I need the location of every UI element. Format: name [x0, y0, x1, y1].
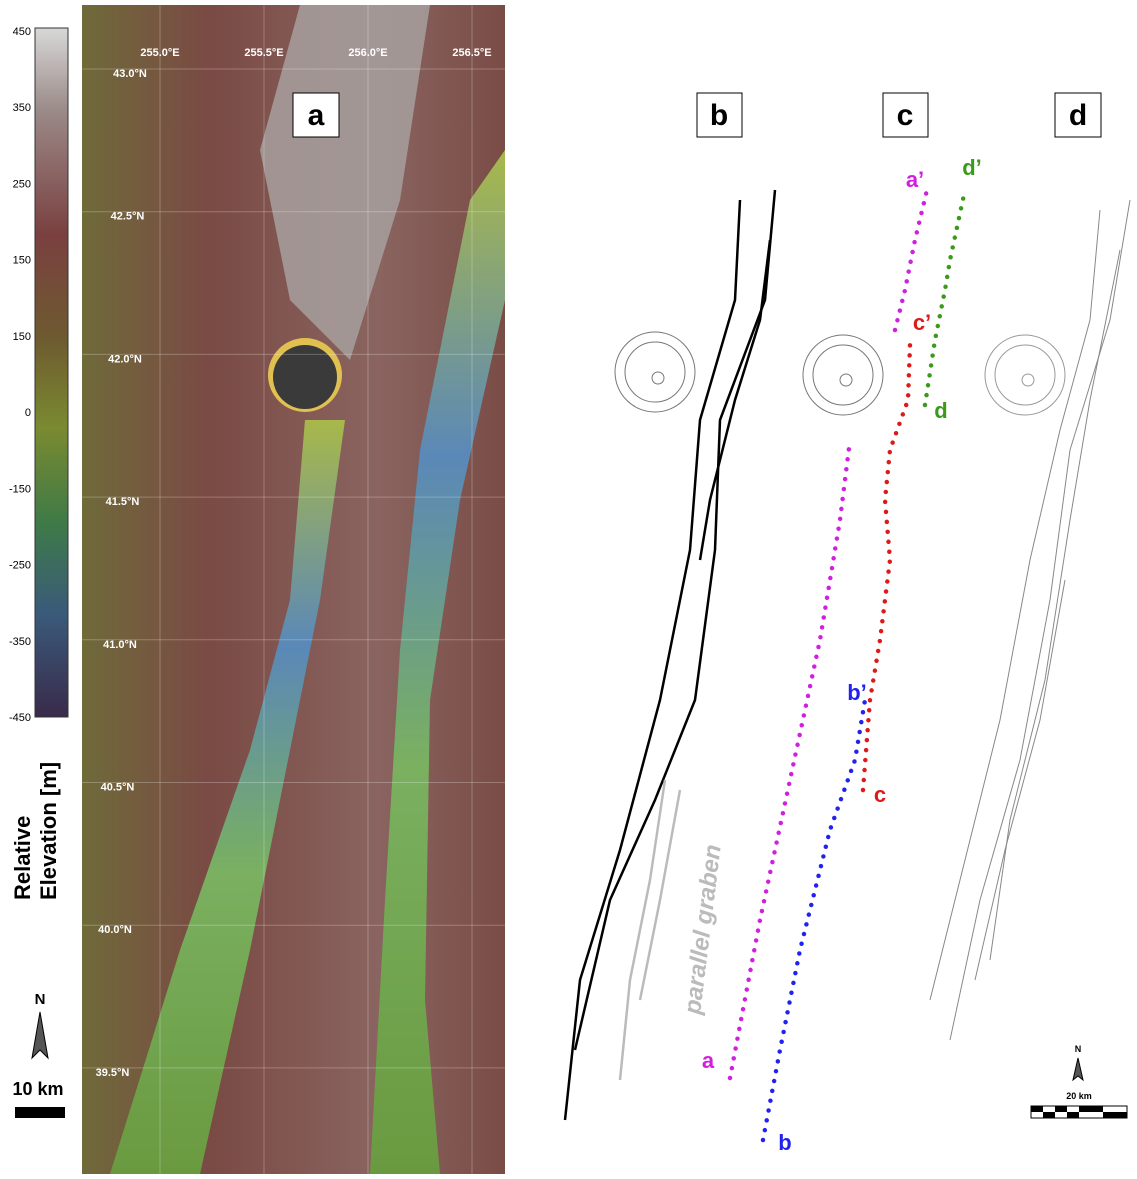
north-label: N — [35, 991, 46, 1008]
colorbar-tick-label: -450 — [9, 712, 31, 724]
dotted-trace — [895, 190, 927, 330]
colorbar-tick-label: -250 — [9, 560, 31, 572]
trace-end-label: b’ — [847, 680, 867, 705]
north-arrow — [32, 1012, 48, 1058]
fault-traces — [565, 190, 775, 1120]
panel-label: a — [308, 99, 325, 132]
colorbar-tick-label: 450 — [13, 26, 31, 38]
dotted-trace — [863, 345, 910, 790]
latitude-label: 41.5°N — [106, 496, 140, 508]
fault-traces — [930, 200, 1130, 1040]
trace-start-label: c — [874, 782, 886, 807]
scale-bar — [15, 1107, 65, 1118]
trace-start-label: d — [934, 398, 947, 423]
trace-end-label: d’ — [962, 155, 982, 180]
colorbar-label-line: Relative — [10, 816, 35, 900]
trace-start-label: a — [702, 1048, 715, 1073]
north-label: N — [1075, 1044, 1082, 1054]
colorbar-tick-label: 250 — [13, 178, 31, 190]
dotted-trace — [763, 700, 865, 1140]
latitude-label: 42.0°N — [108, 353, 142, 365]
panel-label: b — [710, 99, 728, 132]
panel-b: b parallel graben — [565, 93, 775, 1120]
colorbar-tick-label: 0 — [25, 407, 31, 419]
page: 450 350 250 150 150 0 -150 -250 -350 -450 Relativ… — [0, 0, 1137, 1179]
dotted-trace — [925, 190, 965, 405]
latitude-label: 41.0°N — [103, 639, 137, 651]
latitude-label: 40.0°N — [98, 924, 132, 936]
crater-outline — [615, 332, 695, 412]
parallel-traces — [620, 780, 680, 1080]
annotation: parallel graben — [679, 843, 727, 1017]
crater-outline — [803, 335, 883, 415]
scale-label: 10 km — [12, 1079, 63, 1099]
longitude-label: 255.5°E — [244, 47, 283, 59]
panel-d: d N 20 km — [930, 93, 1130, 1118]
colorbar-tick-label: 350 — [13, 102, 31, 114]
colorbar — [35, 28, 68, 717]
panel-c: c a a’ b b’ c c’ d d’ — [702, 93, 982, 1155]
colorbar-tick-label: -350 — [9, 636, 31, 648]
latitude-label: 42.5°N — [111, 211, 145, 223]
colorbar-label-line: Elevation [m] — [36, 762, 61, 900]
dotted-trace — [730, 440, 850, 1078]
panel-label: d — [1069, 99, 1087, 132]
latitude-label: 39.5°N — [96, 1067, 130, 1079]
north-arrow — [1073, 1058, 1083, 1080]
latitude-label: 43.0°N — [113, 68, 147, 80]
colorbar-tick-label: 150 — [13, 255, 31, 267]
longitude-label: 256.0°E — [348, 47, 387, 59]
trace-end-label: c’ — [913, 310, 931, 335]
colorbar-tick-label: -150 — [9, 483, 31, 495]
longitude-label: 256.5°E — [452, 47, 491, 59]
panel-label: c — [897, 99, 914, 132]
figure: 450 350 250 150 150 0 -150 -250 -350 -450 Relativ… — [0, 0, 1137, 1174]
colorbar-ticks: 450 350 250 150 150 0 -150 -250 -350 -450 — [9, 26, 31, 724]
crater-outline — [985, 335, 1065, 415]
scale-label: 20 km — [1066, 1091, 1092, 1101]
longitude-label: 255.0°E — [140, 47, 179, 59]
trace-end-label: a’ — [906, 167, 924, 192]
map-a: 255.0°E 255.5°E 256.0°E 256.5°E 43.0°N 42.5°N… — [82, 5, 505, 1174]
latitude-label: 40.5°N — [101, 782, 135, 794]
colorbar-tick-label: 150 — [13, 331, 31, 343]
trace-start-label: b — [778, 1130, 791, 1155]
colorbar-label: Relative Elevation [m] — [10, 762, 61, 900]
